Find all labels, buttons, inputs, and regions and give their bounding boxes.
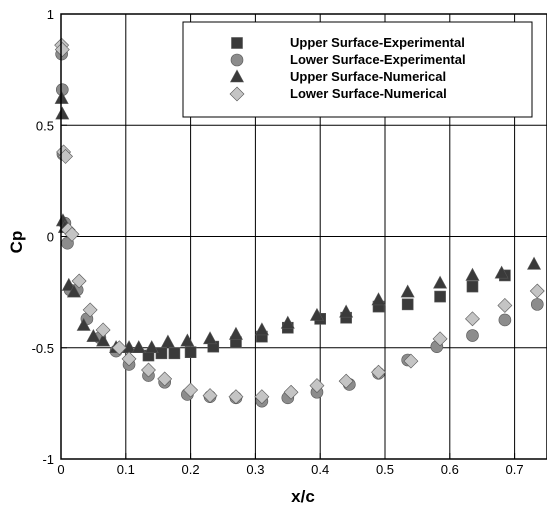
data-point-diamond (403, 353, 419, 369)
y-tick-label: 1 (47, 7, 54, 22)
data-point-square (466, 280, 479, 293)
data-point-diamond (529, 283, 545, 299)
data-point-circle (466, 329, 479, 342)
legend-marker-square (231, 37, 243, 49)
data-point-triangle (180, 333, 195, 347)
data-point-diamond (202, 388, 218, 404)
x-tick-label: 0.4 (311, 462, 329, 477)
data-point-triangle (433, 275, 448, 289)
x-axis-title: x/c (291, 487, 315, 506)
data-point-diamond (465, 311, 480, 327)
data-point-square (434, 290, 446, 303)
data-point-triangle (309, 307, 324, 321)
data-point-diamond (254, 389, 270, 405)
x-tick-label: 0.5 (376, 462, 394, 477)
data-point-diamond (371, 364, 386, 380)
data-point-diamond (283, 384, 299, 400)
data-point-triangle (76, 317, 91, 331)
legend-marker-triangle (229, 69, 245, 83)
data-point-triangle (131, 340, 146, 354)
x-tick-label: 0.2 (182, 462, 200, 477)
y-tick-label: -1 (42, 452, 54, 467)
data-point-diamond (95, 322, 111, 338)
legend: Upper Surface-Experimental Lower Surface-… (182, 21, 533, 118)
data-point-diamond (228, 389, 244, 405)
data-point-diamond (121, 351, 137, 367)
data-point-diamond (497, 298, 513, 313)
data-markers (54, 37, 545, 408)
tick-labels: 0 0.1 0.2 0.3 0.4 0.5 0.6 0.7 -1 -0.5 0 0.5 1 (32, 7, 524, 477)
data-point-triangle (527, 256, 542, 270)
data-point-circle (530, 298, 544, 311)
data-point-triangle (228, 326, 243, 340)
data-point-triangle (254, 322, 269, 336)
data-point-triangle (96, 333, 111, 347)
data-point-triangle (339, 304, 354, 318)
data-point-square (168, 347, 181, 360)
y-axis-title: Cp (7, 231, 26, 254)
data-point-diamond (82, 302, 98, 318)
data-point-triangle (55, 106, 70, 120)
data-point-diamond (432, 331, 448, 347)
data-point-triangle (160, 334, 175, 348)
legend-label: Upper Surface-Numerical (290, 69, 446, 84)
y-tick-label: -0.5 (32, 341, 54, 356)
legend-label: Lower Surface-Experimental (290, 52, 466, 67)
plot-frame (60, 13, 547, 460)
data-point-diamond (71, 273, 87, 289)
data-point-triangle (203, 331, 218, 345)
data-point-diamond (309, 378, 325, 393)
data-point-triangle (494, 265, 509, 279)
data-point-triangle (400, 284, 415, 298)
data-point-triangle (61, 277, 76, 291)
data-point-diamond (111, 340, 127, 356)
data-point-diamond (183, 382, 199, 398)
series-triangle (54, 90, 542, 354)
x-tick-label: 0 (57, 462, 64, 477)
x-tick-label: 0.6 (441, 462, 459, 477)
data-point-diamond (157, 371, 173, 387)
data-point-diamond (338, 373, 354, 389)
legend-label: Upper Surface-Experimental (290, 35, 465, 50)
series-square (142, 269, 511, 362)
data-point-triangle (280, 315, 295, 329)
data-point-triangle (66, 284, 81, 298)
data-point-triangle (371, 292, 386, 306)
data-point-diamond (141, 362, 156, 378)
series-diamond (54, 37, 545, 405)
data-point-diamond (64, 226, 80, 242)
legend-label: Lower Surface-Numerical (290, 86, 447, 101)
data-point-square (401, 298, 414, 311)
data-point-diamond (54, 42, 70, 58)
y-tick-label: 0 (47, 230, 54, 245)
data-point-circle (498, 313, 512, 327)
x-tick-label: 0.7 (506, 462, 524, 477)
data-point-square (184, 346, 197, 359)
y-tick-label: 0.5 (36, 118, 54, 133)
legend-marker-diamond (229, 86, 245, 102)
legend-marker-circle (230, 53, 244, 67)
data-point-triangle (144, 340, 159, 354)
data-point-triangle (86, 328, 101, 342)
x-tick-label: 0.3 (246, 462, 264, 477)
x-tick-label: 0.1 (117, 462, 135, 477)
data-point-triangle (465, 267, 480, 281)
data-point-square (155, 347, 168, 360)
